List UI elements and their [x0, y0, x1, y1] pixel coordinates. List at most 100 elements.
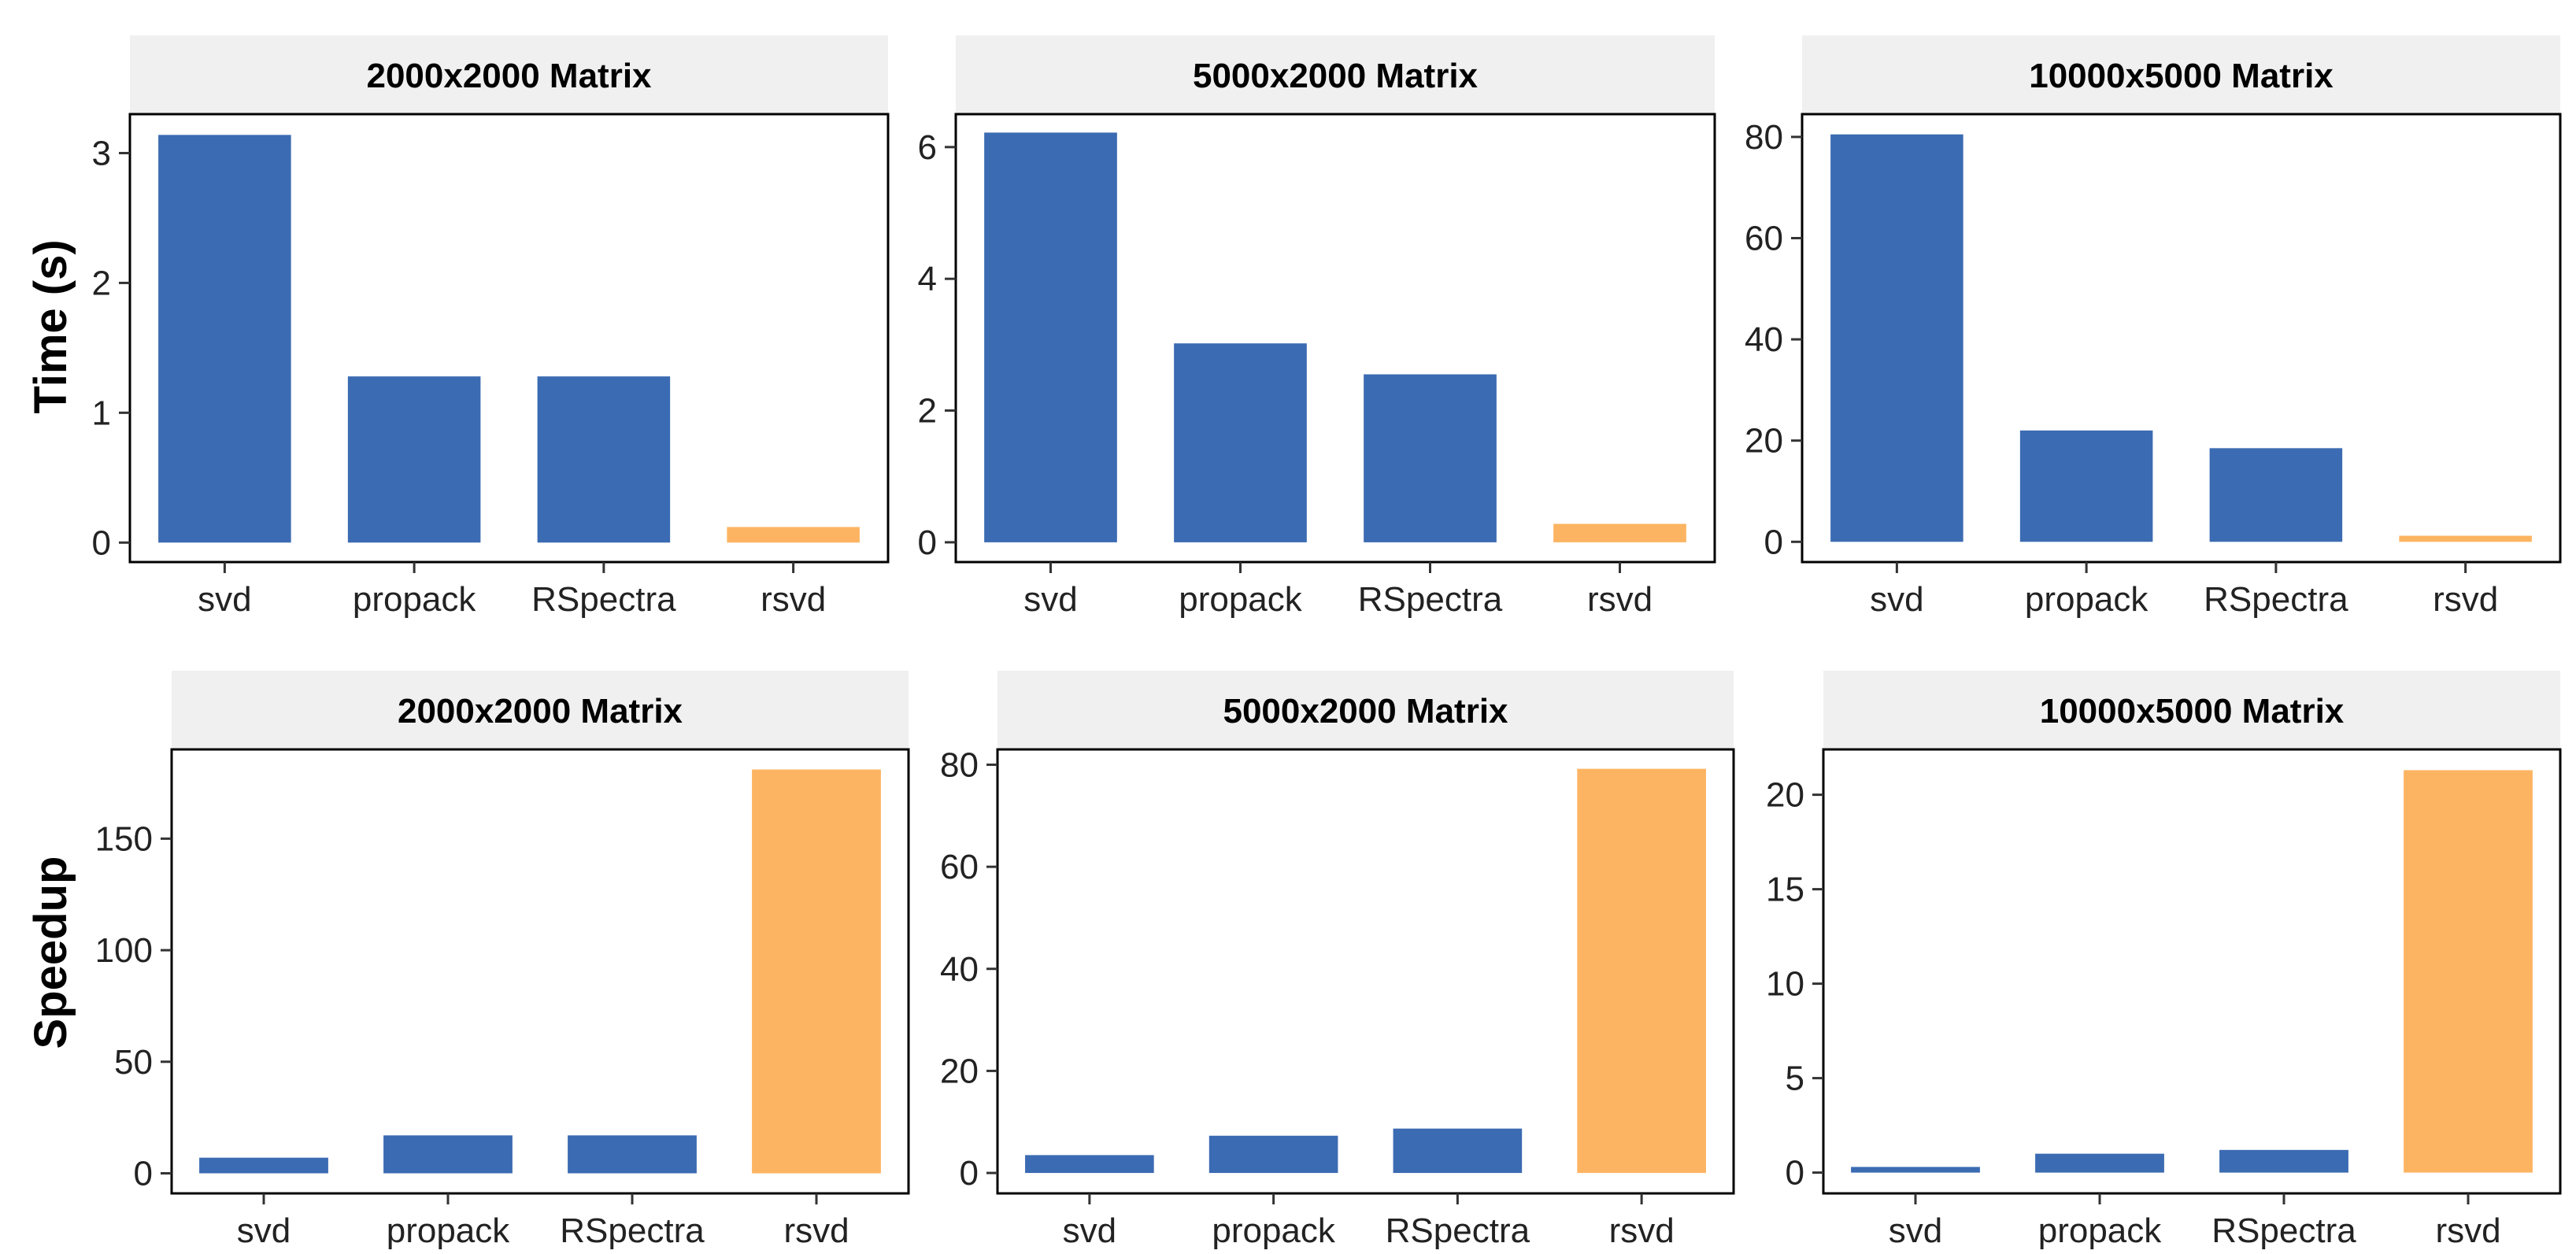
y-tick-label: 5 [1786, 1060, 1804, 1098]
panel-6: 10000x5000 Matrix 0 5 10 15 20 svd propack RSpec… [1766, 671, 2562, 1250]
x-tick-label: propack [2025, 580, 2149, 619]
x-tick-label: rsvd [2435, 1211, 2500, 1250]
panel-5: 5000x2000 Matrix 0 20 40 60 80 svd propack RSpec… [940, 671, 1735, 1250]
y-tick-label: 0 [1786, 1154, 1804, 1193]
y-tick-label: 40 [1745, 320, 1783, 359]
facet-title: 10000x5000 Matrix [2029, 57, 2334, 95]
y-tick-label: 50 [114, 1043, 153, 1082]
panel-border [128, 113, 890, 564]
y-tick-label: 4 [918, 260, 937, 298]
bar-rspectra [2219, 1149, 2348, 1173]
panel-4: 2000x2000 Matrix 0 50 100 150 svd propack RSpec… [95, 671, 910, 1250]
bar-propack [1174, 343, 1307, 542]
bar-svd [1025, 1155, 1154, 1174]
bar-propack [383, 1135, 513, 1174]
bar-rsvd [2404, 770, 2533, 1173]
x-tick-label: propack [1212, 1211, 1336, 1250]
x-tick-label: propack [1179, 580, 1303, 619]
facet-title: 5000x2000 Matrix [1223, 692, 1508, 731]
bar-propack [1208, 1135, 1338, 1174]
x-tick-label: rsvd [761, 580, 826, 619]
panel-3: 10000x5000 Matrix 0 20 40 60 80 svd propack RSpe… [1745, 35, 2562, 619]
x-tick-label: RSpectra [560, 1211, 705, 1250]
bar-propack [2035, 1153, 2164, 1173]
y-tick-label: 6 [918, 128, 937, 167]
y-tick-label: 60 [1745, 220, 1783, 258]
x-tick-label: RSpectra [1386, 1211, 1530, 1250]
x-tick-label: RSpectra [531, 580, 676, 619]
y-tick-label: 0 [92, 523, 111, 562]
y-tick-label: 15 [1766, 871, 1804, 909]
panel-border [1822, 748, 2562, 1195]
facet-strip [997, 671, 1734, 749]
y-tick-label: 20 [1766, 776, 1804, 815]
bar-rspectra [537, 376, 671, 543]
y-tick-label: 0 [134, 1154, 153, 1193]
panel-border [170, 748, 910, 1195]
y-tick-label: 2 [918, 392, 937, 431]
bar-svd [158, 135, 291, 543]
bar-rsvd [727, 527, 860, 543]
panel-1: 2000x2000 Matrix 0 1 2 3 svd propack RSpectra rs… [92, 35, 890, 619]
x-tick-label: svd [1063, 1211, 1116, 1250]
bar-rsvd [1577, 768, 1706, 1174]
bar-rsvd [752, 769, 881, 1174]
y-tick-label: 100 [95, 931, 153, 970]
y-tick-label: 0 [918, 523, 937, 562]
y-tick-label: 3 [92, 134, 111, 172]
bar-rspectra [2209, 448, 2343, 542]
facet-strip [956, 35, 1715, 114]
x-tick-label: rsvd [783, 1211, 849, 1250]
x-tick-label: rsvd [1587, 580, 1653, 619]
x-tick-label: RSpectra [1358, 580, 1503, 619]
facet-title: 10000x5000 Matrix [2040, 692, 2345, 731]
panel-border [996, 748, 1735, 1195]
facet-strip [1802, 35, 2560, 114]
y-tick-label: 10 [1766, 965, 1804, 1004]
x-tick-label: RSpectra [2204, 580, 2348, 619]
y-tick-label: 20 [1745, 422, 1783, 461]
x-tick-label: svd [1889, 1211, 1942, 1250]
x-tick-label: propack [387, 1211, 511, 1250]
y-tick-label: 20 [940, 1052, 979, 1090]
bar-propack [2019, 430, 2153, 542]
facet-strip [1823, 671, 2560, 749]
y-tick-label: 40 [940, 950, 979, 989]
facet-strip [130, 35, 888, 114]
y-tick-label: 2 [92, 264, 111, 302]
bar-propack [347, 376, 481, 543]
bar-svd [1851, 1167, 1980, 1173]
bar-svd [984, 132, 1117, 542]
x-tick-label: RSpectra [2211, 1211, 2356, 1250]
y-tick-label: 80 [1745, 118, 1783, 157]
y-tick-label: 1 [92, 394, 111, 432]
bar-rspectra [1393, 1128, 1523, 1174]
x-tick-label: propack [2038, 1211, 2163, 1250]
facet-strip [172, 671, 909, 749]
x-tick-label: svd [1870, 580, 1923, 619]
facet-title: 2000x2000 Matrix [398, 692, 683, 731]
x-tick-label: rsvd [1609, 1211, 1675, 1250]
bar-rsvd [2399, 535, 2532, 542]
bar-rspectra [568, 1135, 697, 1174]
bar-rsvd [1553, 523, 1686, 542]
y-tick-label: 80 [940, 745, 979, 784]
x-tick-label: svd [198, 580, 251, 619]
panel-border [954, 113, 1716, 564]
bar-rspectra [1364, 374, 1497, 542]
bar-svd [199, 1157, 328, 1174]
x-tick-label: svd [1023, 580, 1077, 619]
y-tick-label: 60 [940, 848, 979, 886]
facet-title: 2000x2000 Matrix [366, 57, 652, 95]
facet-title: 5000x2000 Matrix [1193, 57, 1479, 95]
bar-svd [1830, 134, 1963, 542]
y-tick-label: 0 [1764, 523, 1783, 561]
panel-border [1801, 113, 2562, 564]
x-tick-label: svd [237, 1211, 291, 1250]
x-tick-label: propack [353, 580, 477, 619]
y-tick-label: 150 [95, 819, 153, 858]
x-tick-label: rsvd [2433, 580, 2498, 619]
y-tick-label: 0 [960, 1154, 979, 1193]
